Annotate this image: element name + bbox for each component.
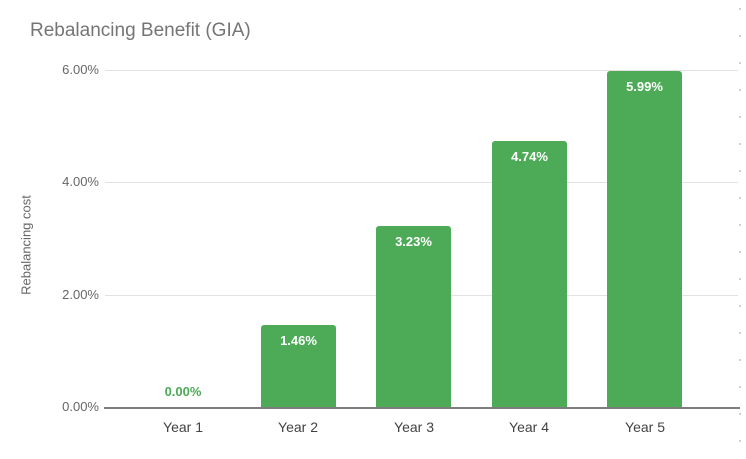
x-axis-label: Year 4: [509, 419, 549, 435]
bar: 4.74%: [492, 141, 567, 407]
y-tick-label: 0.00%: [62, 399, 99, 414]
gridline-4.00%: [105, 182, 738, 183]
x-axis-label: Year 5: [625, 419, 665, 435]
bar: 1.46%: [261, 325, 336, 407]
x-axis-baseline: [104, 407, 740, 409]
y-tick-label: 6.00%: [62, 62, 99, 77]
gridline-6.00%: [105, 70, 738, 71]
bar-value-label: 0.00%: [164, 384, 202, 399]
y-tick-label: 4.00%: [62, 174, 99, 189]
bar-value-label: 3.23%: [395, 234, 432, 249]
bar-value-label: 1.46%: [280, 333, 317, 348]
y-tick-label: 2.00%: [62, 287, 99, 302]
y-axis-title: Rebalancing cost: [18, 195, 34, 295]
chart-title: Rebalancing Benefit (GIA): [30, 20, 251, 41]
bar: 3.23%: [376, 226, 451, 407]
x-axis-label: Year 3: [394, 419, 434, 435]
bar-value-label: 5.99%: [626, 79, 663, 94]
x-axis-label: Year 2: [278, 419, 318, 435]
right-edge-dots: [739, 8, 741, 452]
bar: 5.99%: [607, 71, 682, 407]
bar-value-label: 4.74%: [511, 149, 548, 164]
x-axis-label: Year 1: [163, 419, 203, 435]
